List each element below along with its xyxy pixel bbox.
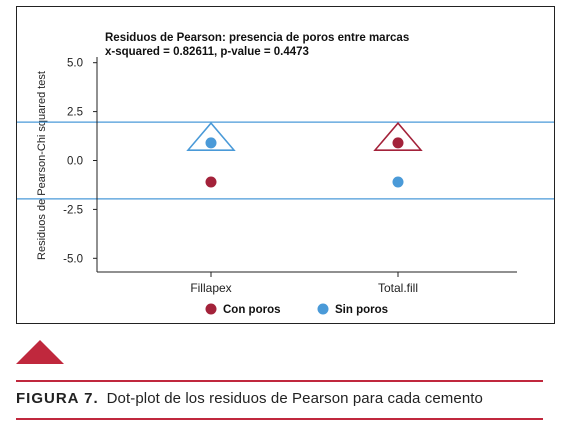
caption-text: Dot-plot de los residuos de Pearson para…	[106, 390, 483, 407]
y-tick-label: -2.5	[63, 204, 83, 216]
chart-title: Residuos de Pearson: presencia de poros …	[105, 32, 409, 44]
data-point	[205, 176, 217, 188]
legend-label: Con poros	[223, 304, 281, 316]
dot-plot: Residuos de Pearson: presencia de poros …	[17, 32, 554, 316]
caption-rule-bottom	[16, 418, 543, 420]
figure-caption: FIGURA 7. Dot-plot de los residuos de Pea…	[16, 390, 543, 407]
y-tick-label: 5.0	[67, 58, 83, 70]
legend-swatch	[205, 303, 217, 315]
data-point	[392, 176, 404, 188]
chart-frame: Residuos de Pearson: presencia de poros …	[16, 6, 555, 324]
y-tick-label: 0.0	[67, 156, 83, 168]
accent-triangle	[16, 340, 64, 364]
caption-label: FIGURA 7.	[16, 390, 99, 407]
y-axis-label: Residuos de Pearson-Chi squared test	[36, 71, 48, 260]
y-tick-label: -5.0	[63, 253, 83, 265]
x-tick-label: Fillapex	[190, 281, 231, 295]
highlight-triangle	[373, 121, 423, 151]
data-point	[392, 137, 404, 149]
x-tick-label: Total.fill	[378, 281, 418, 295]
caption-rule-top	[16, 380, 543, 382]
highlight-triangle	[186, 121, 236, 151]
data-point	[205, 137, 217, 149]
chart-subtitle: x-squared = 0.82611, p-value = 0.4473	[105, 46, 309, 58]
legend-label: Sin poros	[335, 304, 388, 316]
legend-swatch	[317, 303, 329, 315]
y-tick-label: 2.5	[67, 107, 83, 119]
